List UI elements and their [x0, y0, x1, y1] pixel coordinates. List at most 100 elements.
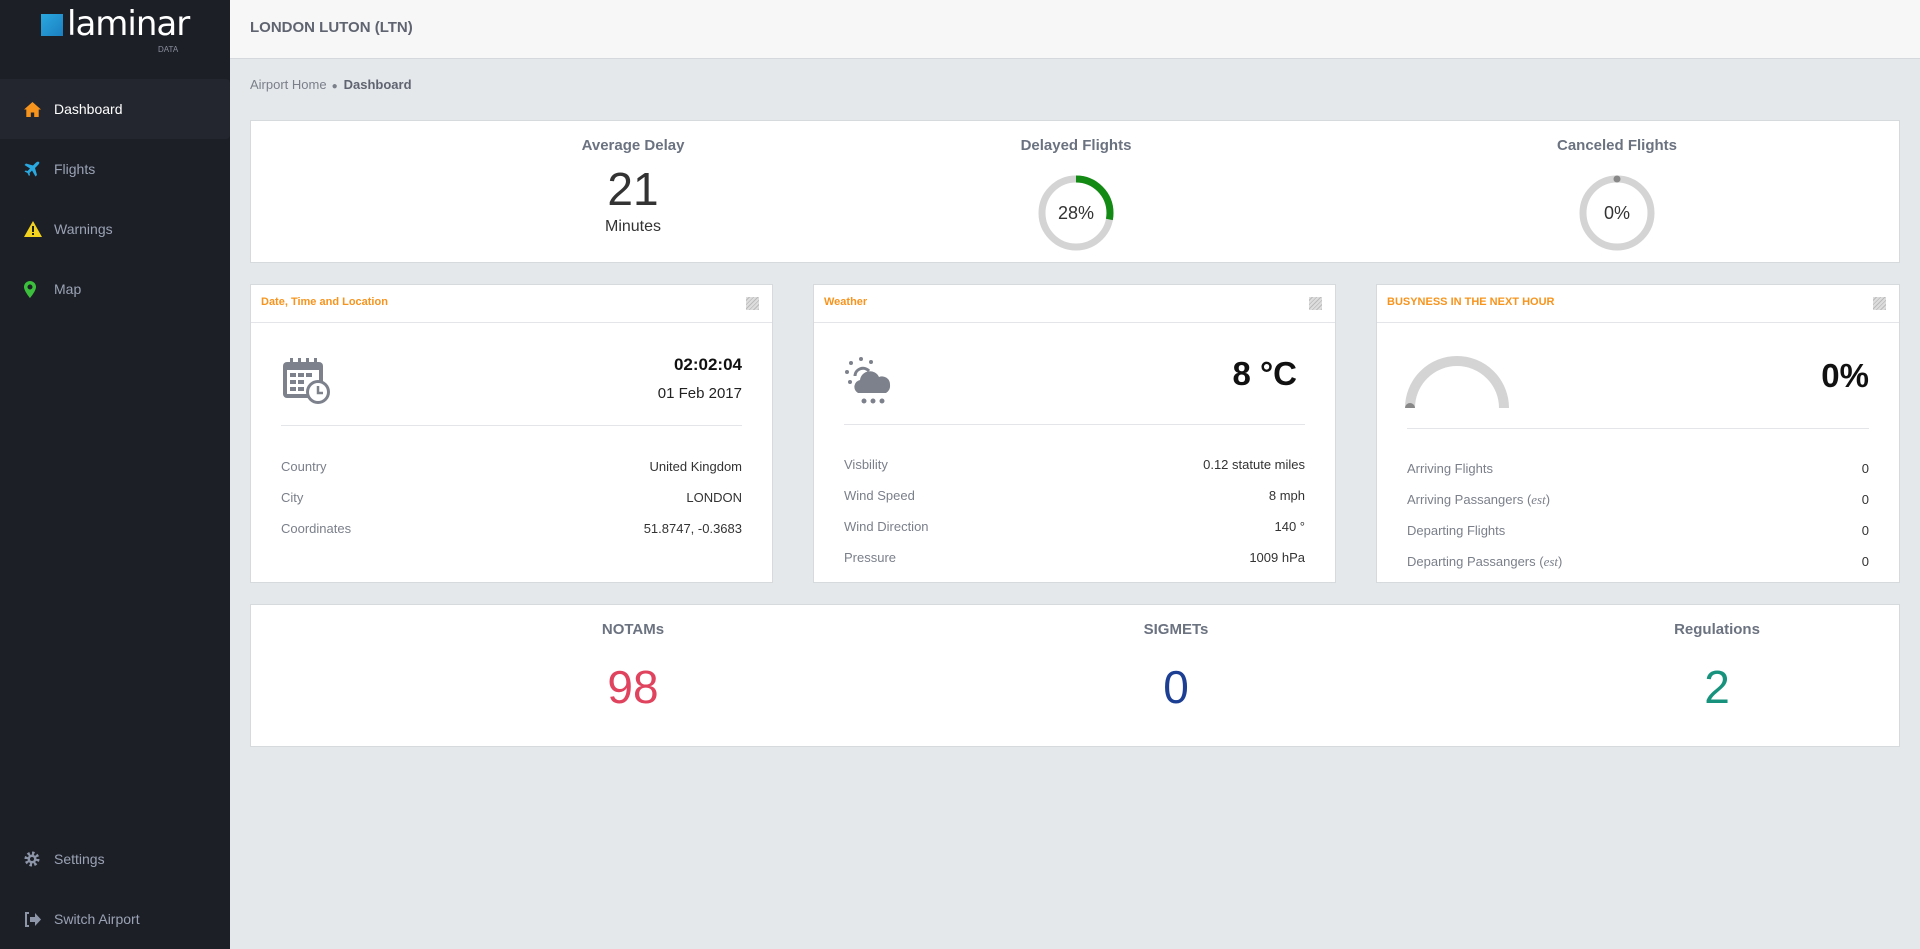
sidebar-item-settings[interactable]: Settings: [0, 829, 230, 889]
busyness-row-arriving-passengers: Arriving Passangers (est) 0: [1407, 492, 1869, 507]
warning-icon: [24, 221, 54, 237]
divider: [281, 425, 742, 426]
row-label: Country: [281, 459, 327, 474]
sidebar-item-dashboard[interactable]: Dashboard: [0, 79, 230, 139]
delayed-flights-label: Delayed Flights: [1020, 137, 1132, 154]
sidebar-item-label: Flights: [54, 161, 96, 177]
busyness-row-departing-flights: Departing Flights 0: [1407, 523, 1869, 538]
sidebar-item-flights[interactable]: Flights: [0, 139, 230, 199]
logo-text: laminar: [67, 4, 190, 44]
notams-label: NOTAMs: [601, 621, 665, 638]
row-label: Wind Direction: [844, 519, 929, 534]
busyness-row-departing-passengers: Departing Passangers (est) 0: [1407, 554, 1869, 569]
average-delay-value: 21: [607, 163, 659, 215]
laminar-logo[interactable]: laminar DATA: [40, 4, 190, 54]
regulations-stat[interactable]: Regulations 2: [1567, 621, 1867, 714]
busyness-gauge: [1405, 356, 1509, 409]
sidebar-item-label: Switch Airport: [54, 911, 140, 927]
row-value: 1009 hPa: [1249, 550, 1305, 565]
current-date: 01 Feb 2017: [657, 385, 742, 402]
busyness-row-arriving-flights: Arriving Flights 0: [1407, 461, 1869, 476]
sign-out-icon: [24, 911, 54, 927]
logo-subtext: DATA: [158, 45, 179, 54]
gauge-track: [1405, 356, 1509, 409]
sidebar-item-label: Dashboard: [54, 101, 123, 117]
average-delay-label: Average Delay: [581, 137, 685, 154]
home-icon: [24, 101, 54, 117]
donut-fill: [1613, 175, 1621, 183]
weather-row-visibility: Visbility 0.12 statute miles: [844, 457, 1305, 472]
expand-icon[interactable]: [1309, 297, 1322, 310]
weather-row-pressure: Pressure 1009 hPa: [844, 550, 1305, 565]
row-value: 0: [1861, 461, 1869, 476]
row-label: Visbility: [844, 457, 888, 472]
row-value: 51.8747, -0.3683: [643, 521, 742, 536]
weather-row-wind-speed: Wind Speed 8 mph: [844, 488, 1305, 503]
calendar-clock-icon: [283, 358, 330, 404]
cloud-sun-rain-icon: [845, 357, 891, 404]
row-value: 0: [1861, 523, 1869, 538]
map-marker-icon: [24, 280, 54, 298]
panel-title: Weather: [824, 296, 868, 308]
sidebar: laminar DATA Dashboard Flights Warnings …: [0, 0, 230, 949]
row-label: Pressure: [844, 550, 897, 565]
gauge-fill: [1405, 403, 1415, 408]
delayed-flights-value: 28%: [1058, 203, 1094, 223]
sidebar-item-map[interactable]: Map: [0, 259, 230, 319]
row-value: 0: [1861, 554, 1869, 569]
sigmets-stat[interactable]: SIGMETs 0: [1026, 621, 1326, 714]
breadcrumb: Airport Home ● Dashboard: [250, 77, 412, 92]
logo-mark-icon: [41, 14, 63, 36]
current-time: 02:02:04: [673, 355, 742, 374]
temperature-value: 8 °C: [1232, 355, 1297, 392]
estimate-note: est: [1543, 554, 1559, 569]
summary-card: Average Delay 21 Minutes Delayed Flights…: [250, 120, 1900, 263]
divider: [1407, 428, 1869, 429]
info-row-country: Country United Kingdom: [281, 459, 742, 474]
canceled-flights: Canceled Flights: [1467, 137, 1767, 154]
row-label: Departing Passangers: [1407, 554, 1536, 569]
weather-row-wind-direction: Wind Direction 140 °: [844, 519, 1305, 534]
row-value: 0.12 statute miles: [1203, 457, 1305, 472]
sidebar-item-switch-airport[interactable]: Switch Airport: [0, 889, 230, 949]
sigmets-count: 0: [1163, 661, 1189, 713]
notams-stat[interactable]: NOTAMs 98: [483, 621, 783, 714]
delayed-flights-donut: 28%: [1038, 175, 1114, 251]
regulations-label: Regulations: [1674, 621, 1760, 638]
breadcrumb-separator: ●: [331, 81, 338, 92]
panel-header: BUSYNESS IN THE NEXT HOUR: [1377, 285, 1899, 323]
average-delay: Average Delay 21 Minutes: [483, 137, 783, 236]
row-value: LONDON: [686, 490, 742, 505]
notams-count: 98: [607, 661, 659, 713]
row-value: United Kingdom: [649, 459, 743, 474]
donut-fill: [1038, 175, 1114, 251]
info-row-coordinates: Coordinates 51.8747, -0.3683: [281, 521, 742, 536]
top-header: LONDON LUTON (LTN): [230, 0, 1920, 59]
plane-icon: [24, 161, 54, 177]
gear-icon: [24, 851, 54, 867]
row-label: Arriving Passangers: [1407, 492, 1524, 507]
weather-panel: Weather 8 °C Visbility 0.12 statute miles…: [813, 284, 1336, 583]
sidebar-item-label: Map: [54, 281, 82, 297]
date-time-location-panel: Date, Time and Location 02:02:04 01 Feb …: [250, 284, 773, 583]
row-value: 8 mph: [1268, 488, 1305, 503]
expand-icon[interactable]: [1873, 297, 1886, 310]
delayed-flights: Delayed Flights: [926, 137, 1226, 154]
sigmets-label: SIGMETs: [1143, 621, 1209, 638]
info-row-city: City LONDON: [281, 490, 742, 505]
canceled-flights-value: 0%: [1604, 203, 1630, 223]
panel-header: Date, Time and Location: [251, 285, 772, 323]
panel-header: Weather: [814, 285, 1335, 323]
divider: [844, 424, 1305, 425]
sidebar-item-warnings[interactable]: Warnings: [0, 199, 230, 259]
panel-title: BUSYNESS IN THE NEXT HOUR: [1387, 296, 1555, 308]
average-delay-unit: Minutes: [604, 218, 662, 235]
sidebar-item-label: Settings: [54, 851, 105, 867]
busyness-value: 0%: [1821, 357, 1869, 394]
canceled-flights-donut: 0%: [1579, 175, 1655, 251]
breadcrumb-home-link[interactable]: Airport Home: [250, 77, 327, 92]
canceled-flights-label: Canceled Flights: [1556, 137, 1678, 154]
expand-icon[interactable]: [746, 297, 759, 310]
row-label: Departing Flights: [1407, 523, 1506, 538]
row-label: Coordinates: [281, 521, 352, 536]
